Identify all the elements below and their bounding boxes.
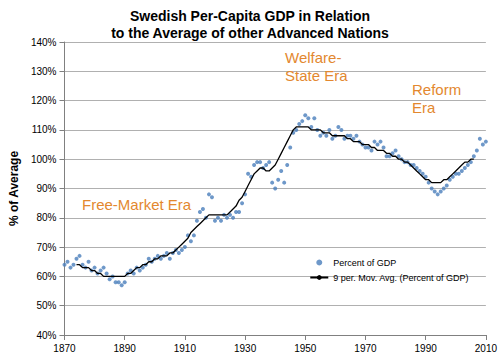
svg-text:State Era: State Era xyxy=(285,67,348,84)
svg-text:1950: 1950 xyxy=(294,343,317,354)
svg-text:1910: 1910 xyxy=(174,343,197,354)
svg-text:1890: 1890 xyxy=(114,343,137,354)
svg-text:40%: 40% xyxy=(36,330,56,341)
svg-text:1990: 1990 xyxy=(415,343,438,354)
svg-text:50%: 50% xyxy=(36,300,56,311)
svg-text:70%: 70% xyxy=(36,242,56,253)
svg-text:Era: Era xyxy=(412,99,436,116)
svg-text:to the Average of other Advanc: to the Average of other Advanced Nations xyxy=(111,25,389,41)
svg-text:Welfare-: Welfare- xyxy=(285,49,341,66)
svg-text:60%: 60% xyxy=(36,271,56,282)
svg-text:80%: 80% xyxy=(36,212,56,223)
svg-text:100%: 100% xyxy=(31,154,57,165)
svg-text:110%: 110% xyxy=(32,124,57,135)
svg-text:2010: 2010 xyxy=(475,343,498,354)
svg-text:Swedish Per-Capita GDP in Rela: Swedish Per-Capita GDP in Relation xyxy=(130,8,370,24)
svg-text:Free-Market Era: Free-Market Era xyxy=(82,196,192,213)
svg-text:9 per. Mov. Avg. (Percent of G: 9 per. Mov. Avg. (Percent of GDP) xyxy=(333,273,468,283)
svg-text:1870: 1870 xyxy=(53,343,76,354)
svg-text:140%: 140% xyxy=(31,37,57,48)
svg-text:1930: 1930 xyxy=(234,343,257,354)
svg-text:% of Average: % of Average xyxy=(7,151,21,226)
svg-text:130%: 130% xyxy=(31,66,57,77)
svg-text:90%: 90% xyxy=(36,183,56,194)
svg-text:120%: 120% xyxy=(31,95,57,106)
svg-text:Reform: Reform xyxy=(412,81,461,98)
svg-text:1970: 1970 xyxy=(354,343,377,354)
svg-text:Percent of GDP: Percent of GDP xyxy=(333,258,396,268)
